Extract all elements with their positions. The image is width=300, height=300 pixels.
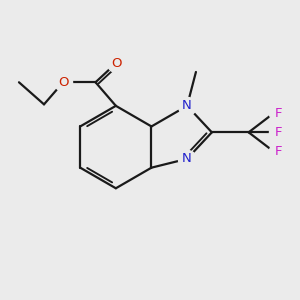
Text: O: O	[111, 57, 122, 70]
Text: O: O	[58, 76, 68, 89]
Text: F: F	[274, 126, 282, 139]
Text: N: N	[182, 99, 192, 112]
Text: N: N	[182, 152, 192, 165]
Text: F: F	[274, 107, 282, 120]
Text: F: F	[274, 145, 282, 158]
